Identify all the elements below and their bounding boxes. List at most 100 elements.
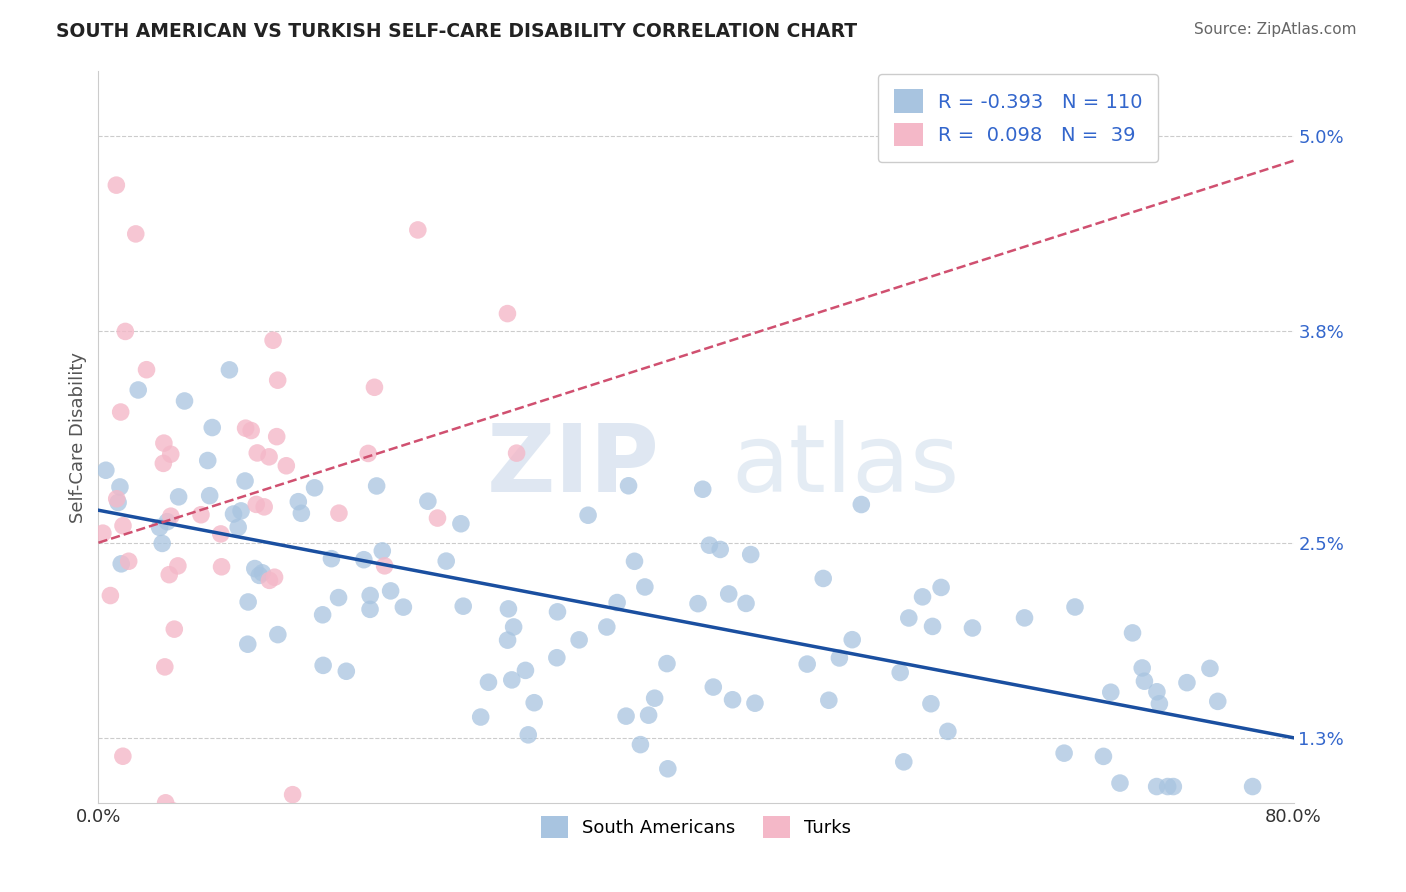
Point [245, 497, 267, 511]
Point [162, 804, 184, 818]
Point [359, 589, 381, 603]
Point [108, 480, 131, 494]
Point [266, 430, 288, 444]
Point [897, 611, 920, 625]
Point [515, 664, 537, 678]
Point [157, 567, 180, 582]
Text: Source: ZipAtlas.com: Source: ZipAtlas.com [1194, 22, 1357, 37]
Text: SOUTH AMERICAN VS TURKISH SELF-CARE DISABILITY CORRELATION CHART: SOUTH AMERICAN VS TURKISH SELF-CARE DISA… [56, 22, 858, 41]
Point [851, 498, 873, 512]
Point [392, 600, 415, 615]
Point [637, 708, 659, 723]
Point [936, 724, 959, 739]
Point [118, 554, 141, 568]
Point [568, 632, 591, 647]
Point [167, 490, 190, 504]
Point [921, 619, 943, 633]
Point [226, 520, 249, 534]
Point [450, 516, 472, 531]
Point [110, 405, 132, 419]
Point [817, 693, 839, 707]
Point [311, 607, 333, 622]
Point [110, 557, 132, 571]
Point [235, 421, 257, 435]
Point [699, 538, 721, 552]
Point [505, 446, 527, 460]
Point [911, 590, 934, 604]
Point [281, 788, 304, 802]
Point [546, 650, 568, 665]
Point [496, 633, 519, 648]
Point [709, 542, 731, 557]
Point [105, 491, 128, 506]
Point [366, 479, 388, 493]
Point [434, 554, 457, 568]
Point [735, 596, 758, 610]
Point [606, 595, 628, 609]
Point [702, 680, 724, 694]
Point [1241, 780, 1264, 794]
Point [243, 561, 266, 575]
Point [94, 463, 117, 477]
Point [153, 660, 176, 674]
Point [828, 651, 851, 665]
Point [287, 494, 309, 508]
Point [259, 574, 281, 588]
Point [152, 456, 174, 470]
Point [290, 506, 312, 520]
Point [100, 589, 122, 603]
Point [150, 536, 173, 550]
Point [502, 620, 524, 634]
Point [740, 548, 762, 562]
Point [1092, 749, 1115, 764]
Point [263, 570, 285, 584]
Point [1149, 697, 1171, 711]
Point [363, 380, 385, 394]
Point [498, 602, 520, 616]
Point [247, 568, 270, 582]
Point [163, 622, 186, 636]
Point [501, 673, 523, 687]
Point [111, 518, 134, 533]
Point [304, 481, 326, 495]
Y-axis label: Self-Care Disability: Self-Care Disability [69, 351, 87, 523]
Point [517, 728, 540, 742]
Point [614, 709, 637, 723]
Point [1064, 599, 1087, 614]
Point [813, 571, 835, 585]
Point [692, 482, 714, 496]
Point [222, 507, 245, 521]
Point [628, 738, 651, 752]
Point [167, 558, 190, 573]
Point [267, 373, 290, 387]
Point [893, 755, 915, 769]
Text: ZIP: ZIP [488, 420, 661, 512]
Point [426, 511, 449, 525]
Point [1053, 746, 1076, 760]
Point [246, 446, 269, 460]
Point [328, 506, 350, 520]
Text: atlas: atlas [733, 420, 960, 512]
Point [276, 458, 298, 473]
Point [576, 508, 599, 523]
Point [155, 796, 177, 810]
Point [135, 362, 157, 376]
Point [1175, 675, 1198, 690]
Point [149, 520, 172, 534]
Point [111, 749, 134, 764]
Point [357, 446, 380, 460]
Point [1157, 780, 1180, 794]
Point [644, 691, 666, 706]
Point [359, 602, 381, 616]
Point [159, 447, 181, 461]
Point [1163, 780, 1185, 794]
Point [1206, 694, 1229, 708]
Point [796, 657, 818, 671]
Point [114, 325, 136, 339]
Point [547, 605, 569, 619]
Point [962, 621, 984, 635]
Point [91, 526, 114, 541]
Point [328, 591, 350, 605]
Point [380, 583, 402, 598]
Point [623, 554, 645, 568]
